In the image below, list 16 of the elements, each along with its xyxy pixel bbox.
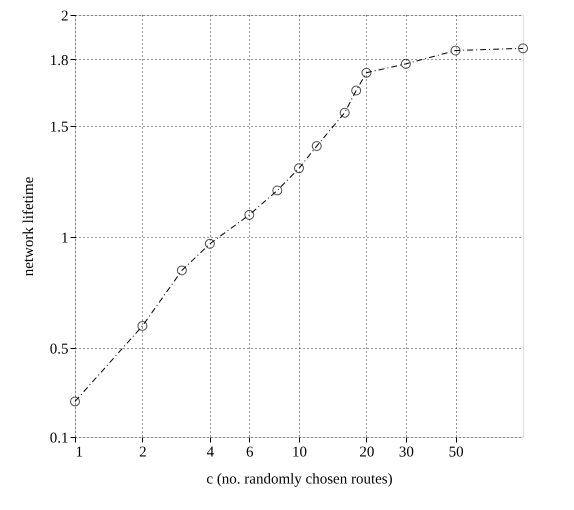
x-tick-label: 4 bbox=[206, 444, 215, 460]
x-tick-label: 30 bbox=[398, 444, 414, 460]
x-tick-label: 2 bbox=[139, 444, 147, 460]
x-axis-title: c (no. randomly chosen routes) bbox=[206, 472, 393, 488]
y-axis-title: network lifetime bbox=[20, 176, 37, 276]
x-tick-label: 6 bbox=[246, 444, 254, 460]
y-tick-label: 1 bbox=[61, 230, 68, 247]
x-tick-label: 10 bbox=[292, 444, 307, 460]
y-tick-label: 0.5 bbox=[50, 342, 68, 358]
x-tick-label: 1 bbox=[76, 444, 83, 460]
x-tick-label: 50 bbox=[448, 444, 464, 460]
y-tick-label: 2 bbox=[61, 8, 68, 24]
y-tick-label: 1.5 bbox=[50, 120, 68, 136]
y-tick-label: 1.8 bbox=[50, 52, 68, 69]
x-tick-label: 20 bbox=[359, 444, 374, 460]
y-tick-label: 0.1 bbox=[50, 430, 68, 446]
